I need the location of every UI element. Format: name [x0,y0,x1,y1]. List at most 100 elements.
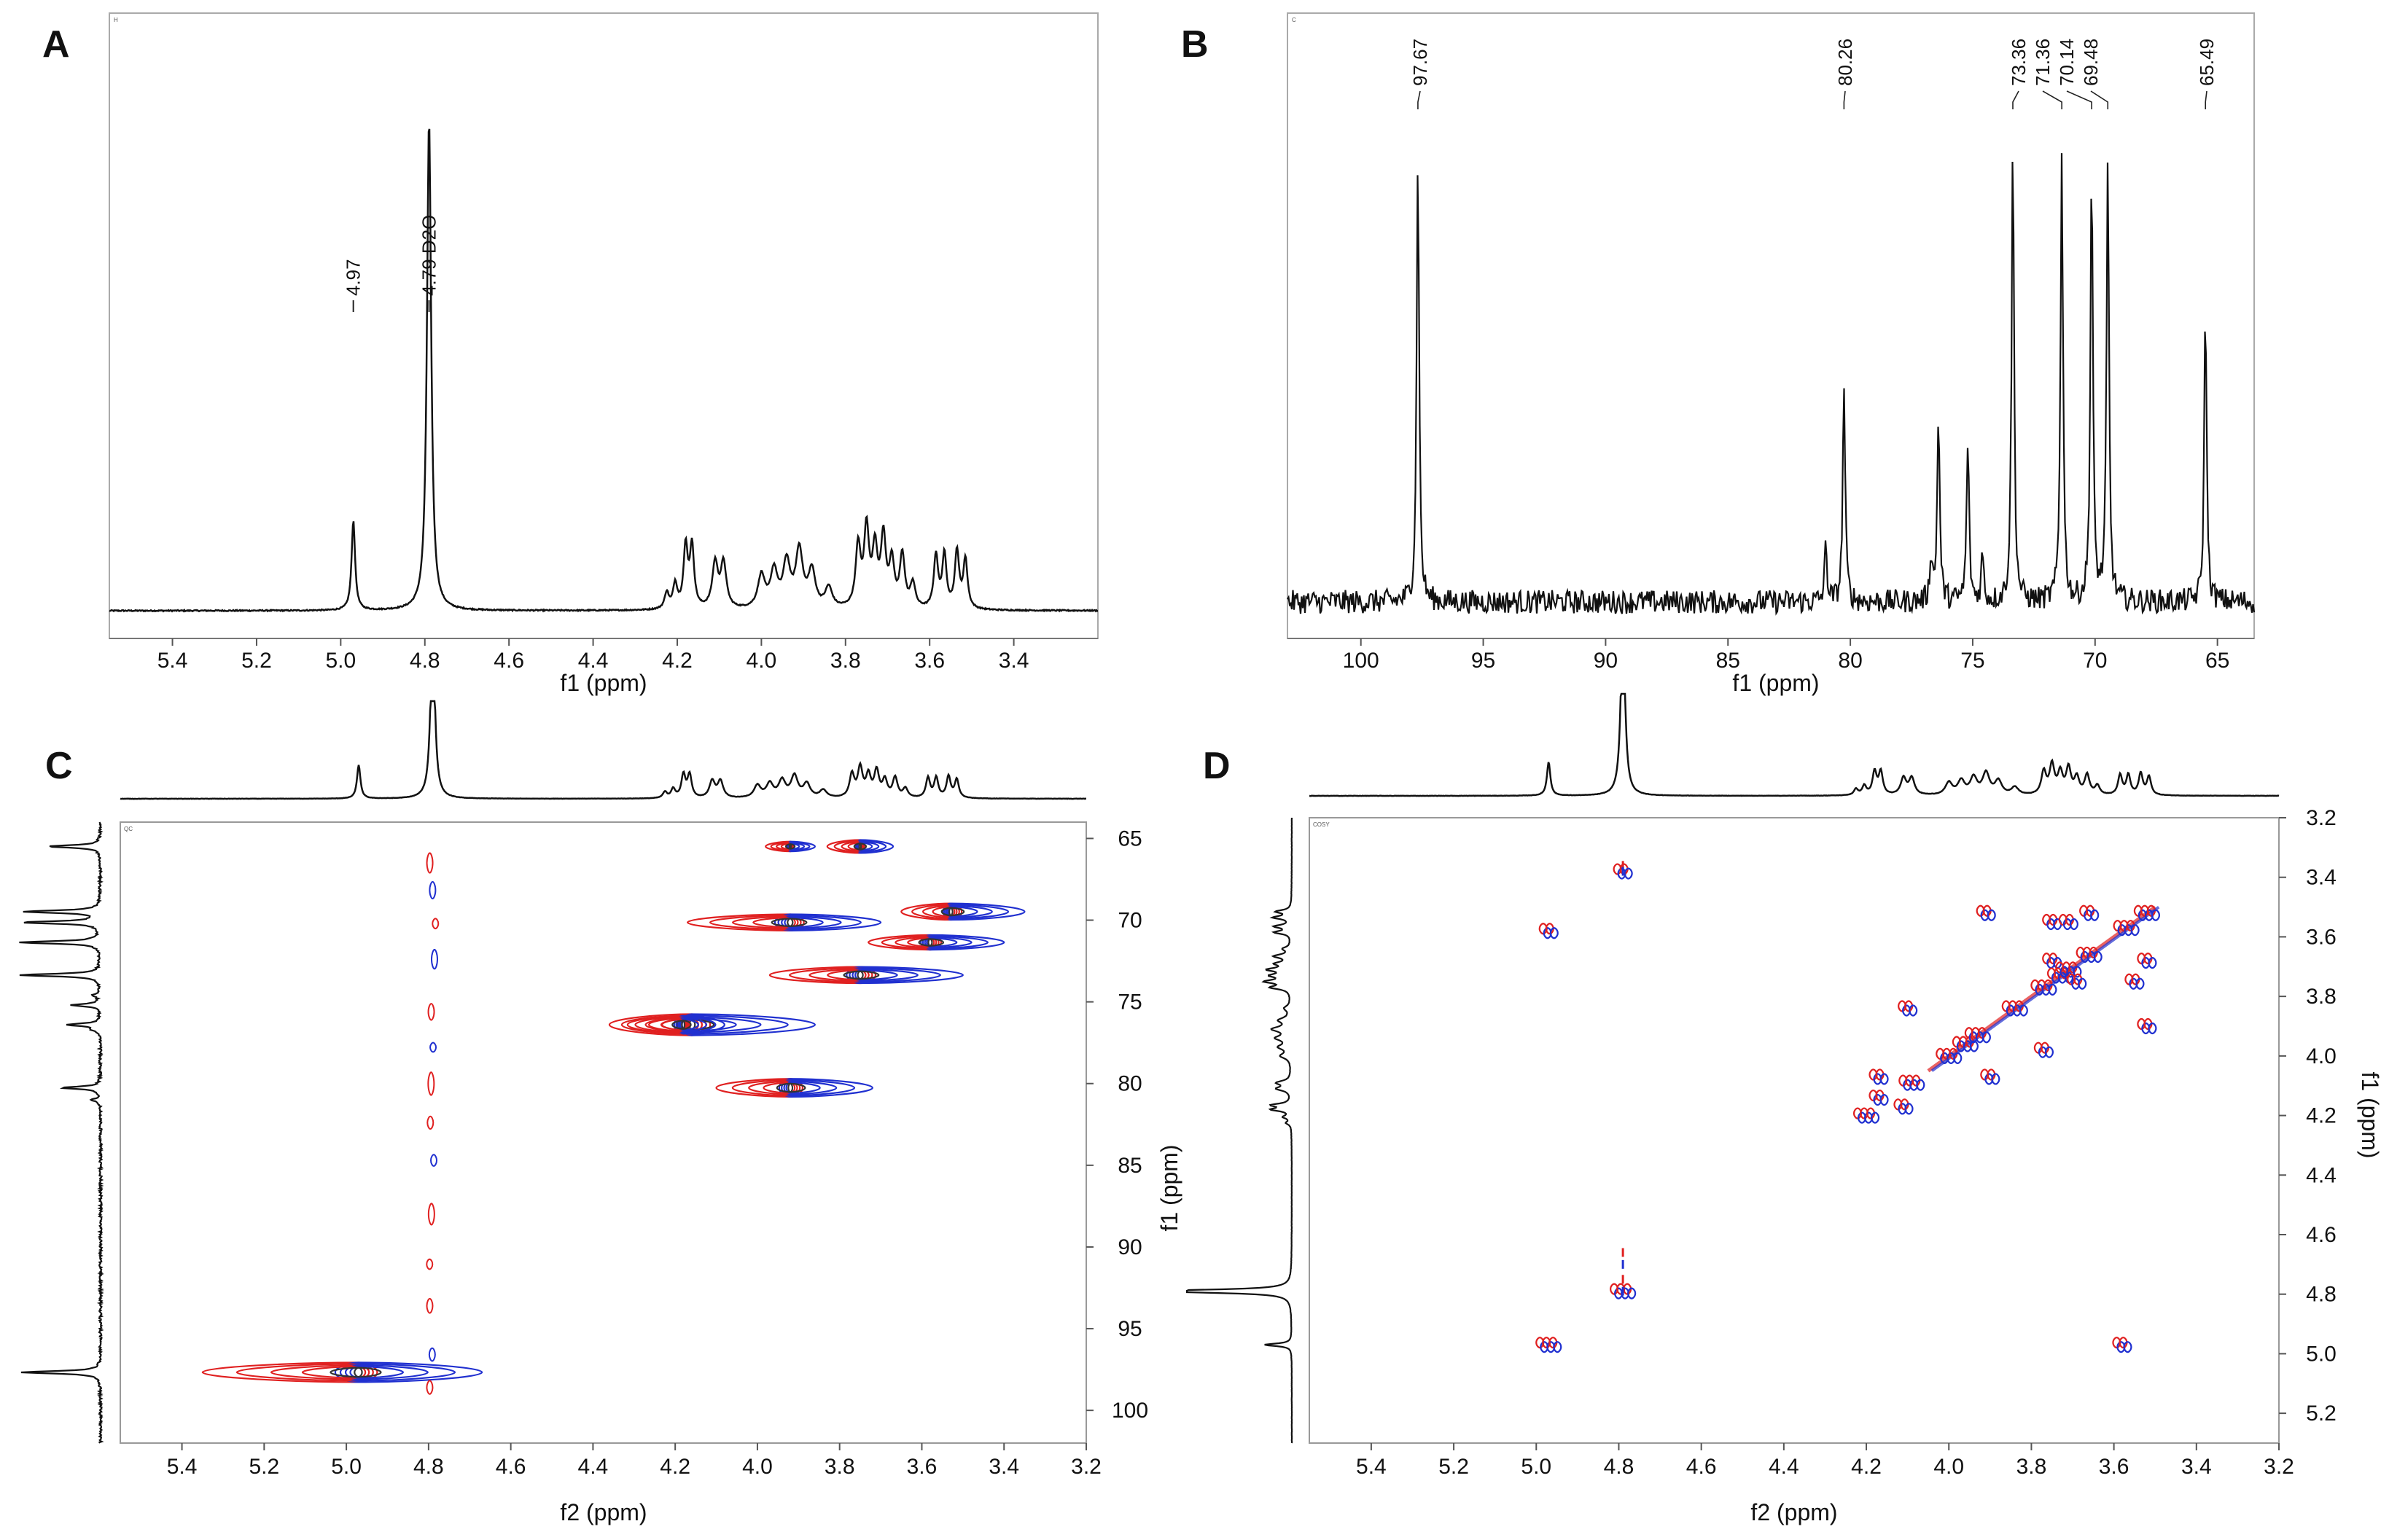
panel-d-y-tick-label: 3.2 [2306,806,2337,830]
panel-d-contour-negative [2048,983,2057,996]
panel-b-peak-leader [2090,90,2109,109]
panel-label-c: C [45,745,73,787]
panel-c-contour-positive [330,1367,363,1378]
panel-d-y-tick-label: 5.0 [2306,1342,2337,1366]
panel-c-left-projection [19,821,104,1444]
panel-d-x-tick-label: 4.6 [1686,1455,1717,1479]
panel-c-noise-contour [428,1347,436,1362]
panel-b-peak-label: 69.48 [2080,39,2102,86]
panel-c-contour-positive [776,1082,794,1093]
panel-d-y-tick-label: 4.2 [2306,1104,2337,1128]
panel-b-x-tick-label: 95 [1471,649,1495,673]
panel-c-contour-positive [789,967,873,983]
panel-c-y-tick-label: 75 [1118,990,1142,1015]
panel-label-a: A [42,23,70,66]
panel-d-contour-negative [1553,1341,1562,1353]
panel-c-noise-contour [426,1115,434,1130]
panel-c-top-projection [120,700,1086,800]
panel-b-x-tick-label: 65 [2205,649,2229,673]
panel-d-x-axis-label: f2 (ppm) [1750,1499,1837,1525]
panel-c-contour-positive [763,1082,796,1094]
panel-c-contour-positive [620,1015,691,1035]
panel-a-x-tick-label: 4.2 [662,649,693,673]
panel-c-frame [120,821,1087,1444]
panel-d-x-tick-label: 4.2 [1851,1455,1882,1479]
panel-c-contour-negative [789,843,796,850]
panel-b-peak-label: 73.36 [2008,39,2030,86]
panel-c-noise-contour [430,948,438,970]
panel-c-x-tick-label: 5.4 [167,1455,198,1479]
panel-d-y-tick-label: 3.6 [2306,925,2337,949]
panel-c-contour-positive [608,1013,712,1036]
panel-b-peak-label: 71.36 [2032,39,2054,86]
panel-c-x-tick-label: 4.4 [578,1455,609,1479]
panel-c-y-tick-label: 95 [1118,1317,1142,1341]
panel-d-contour-negative [2093,950,2103,964]
panel-c-noise-contour [427,1003,435,1021]
panel-c-contour-positive [301,1365,367,1379]
panel-d-contour-negative [1879,1073,1889,1085]
panel-c-y-tick-label: 90 [1118,1235,1142,1259]
panel-c-contour-positive [715,1078,804,1098]
panel-c-contour-positive [841,840,864,852]
panel-b-x-tick-label: 100 [1343,649,1379,673]
panel-c-contour-positive [827,969,867,981]
panel-c-x-axis-label: f2 (ppm) [560,1499,647,1525]
panel-c-x-tick-label: 5.2 [249,1455,279,1479]
panel-b-peak-leader [1843,90,1846,109]
panel-d-contour-negative [1904,1103,1914,1115]
panel-c-noise-contour [426,852,434,874]
panel-c-contour-positive [731,1079,801,1097]
panel-d-x-tick-label: 3.4 [2181,1455,2212,1479]
panel-c-noise-contour [432,918,440,930]
panel-c-noise-contour [426,1380,434,1395]
panel-d-contour-negative [1916,1079,1925,1091]
panel-d-contour-negative [1549,927,1559,939]
panel-c-contour-positive [752,917,796,929]
panel-c-y-tick-label: 85 [1118,1154,1142,1178]
panel-d-y-tick-label: 4.8 [2306,1283,2337,1307]
panel-a-1h-spectrum: H 5.4 5.2 5.0 4.8 4.6 4.4 4.2 4.0 3.8 3.6 3.4 4.97… [109,12,1099,696]
panel-d-contour-negative [2078,977,2087,990]
panel-b-peak-label: 65.49 [2196,39,2218,86]
panel-d-contour-negative [2044,1046,2054,1058]
panel-d-cosy: COSY 5.4 5.2 5.0 4.8 4.6 4.4 4.2 4.0 3.8 3.6 3.4 3.… [1185,692,2381,1525]
panel-d-y-tick-label: 3.4 [2306,866,2337,890]
panel-d-contour-negative [1870,1111,1880,1124]
panel-c-contour-positive [826,839,866,854]
panel-b-x-tick-label: 70 [2083,649,2107,673]
panel-c-contour-positive [843,970,864,980]
panel-d-contour-negative [1909,1004,1918,1017]
panel-c-noise-contour [426,1297,434,1314]
panel-c-contour-negative [858,843,868,851]
panel-c-contour-negative [678,1013,816,1036]
panel-b-peak-leader [2042,90,2062,109]
panel-c-contour-positive [235,1363,374,1382]
panel-d-y-tick-label: 4.4 [2306,1163,2337,1187]
panel-c-contour-positive [768,966,877,985]
panel-c-contour-positive [833,840,865,853]
panel-a-x-tick-label: 3.8 [830,649,861,673]
panel-c-noise-contour [429,1154,437,1167]
panel-d-y-tick-label: 5.2 [2306,1402,2337,1426]
panel-c-x-tick-label: 4.6 [496,1455,526,1479]
panel-d-contour-negative [2019,1004,2028,1017]
panel-a-x-tick-label: 5.4 [157,649,188,673]
panel-d-x-tick-label: 5.0 [1521,1455,1551,1479]
panel-b-peak-leader [1417,90,1421,109]
panel-c-noise-contour [427,1203,435,1226]
panel-a-frame [109,12,1099,639]
panel-a-peak-label: 4.97 [343,259,365,296]
panel-a-x-tick-label: 4.0 [747,649,777,673]
panel-d-contour-negative [2151,909,2160,921]
panel-c-contour-positive [771,918,794,928]
panel-c-x-tick-label: 3.2 [1071,1455,1102,1479]
panel-c-noise-contour [426,1258,434,1270]
panel-d-contour-negative [2123,1341,2132,1353]
panel-c-y-tick-label: 100 [1112,1399,1148,1423]
panel-b-x-tick-label: 75 [1960,649,1984,673]
panel-d-contour-negative [2130,924,2140,937]
panel-c-x-tick-label: 4.0 [742,1455,773,1479]
panel-c-x-tick-label: 4.2 [660,1455,690,1479]
panel-c-x-tick-label: 3.4 [989,1455,1019,1479]
